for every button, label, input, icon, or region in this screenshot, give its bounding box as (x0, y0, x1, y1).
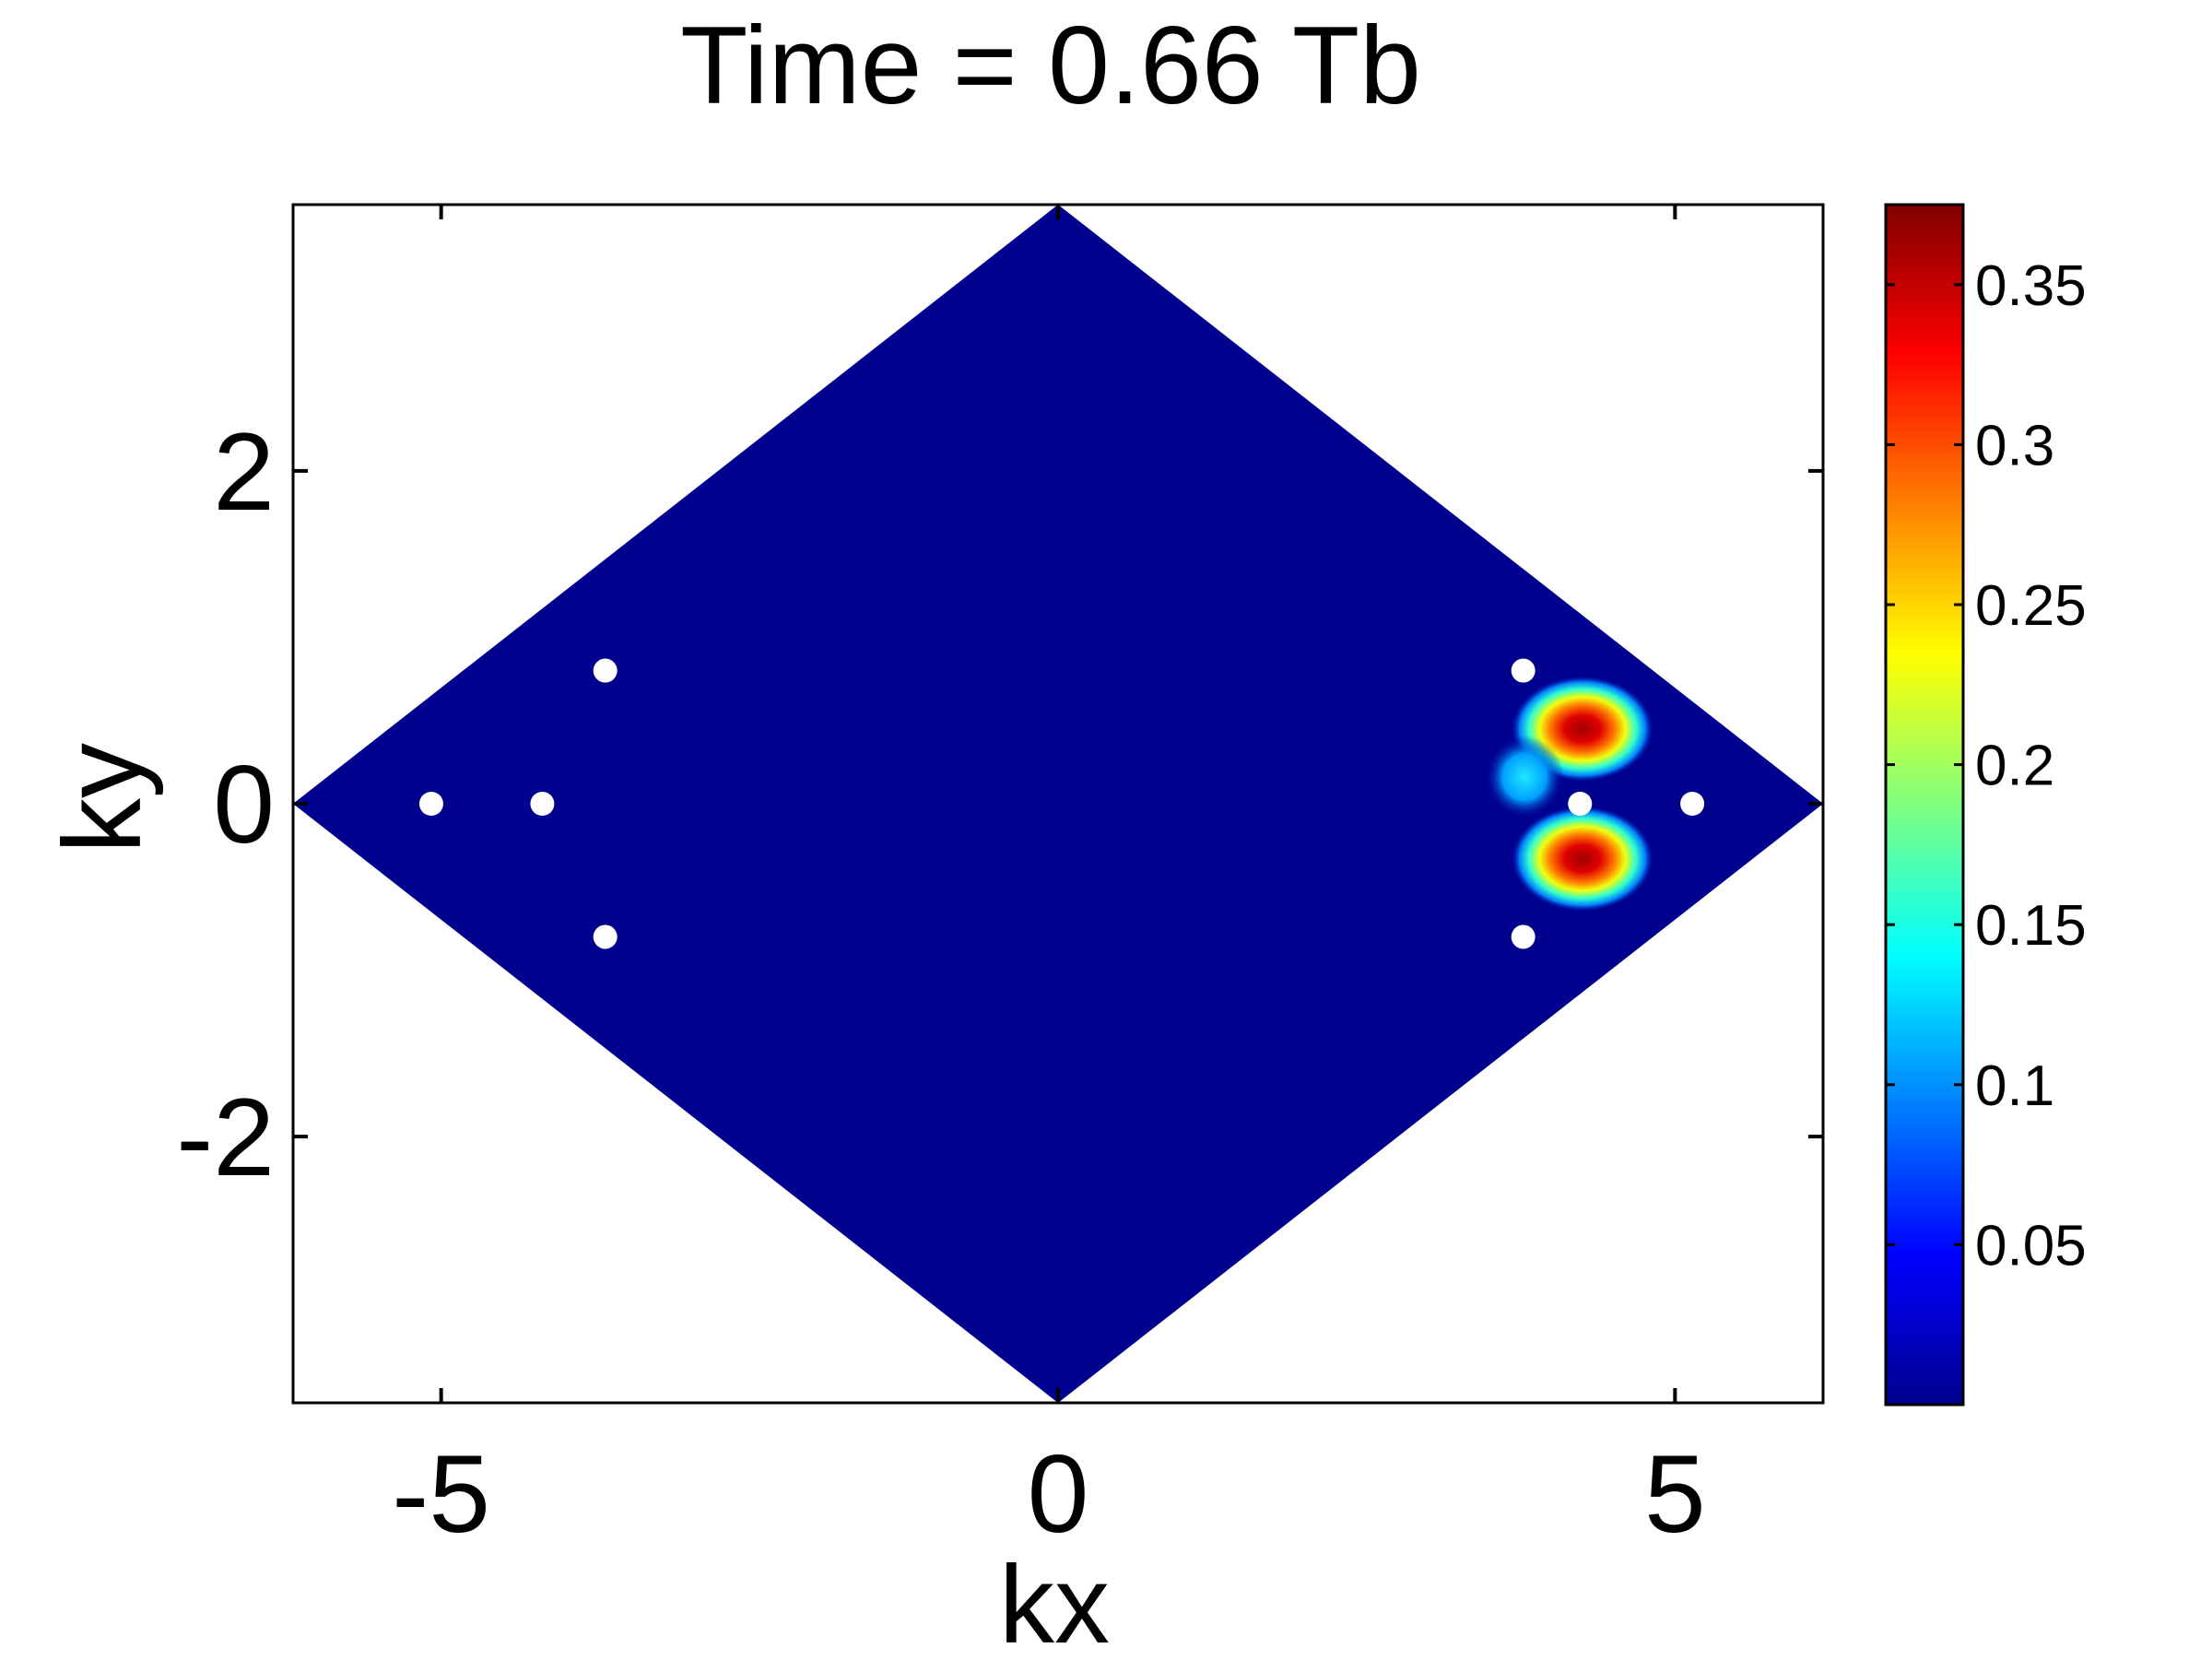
chart-title: Time = 0.66 Tb (680, 4, 1421, 127)
x-axis-label: kx (999, 1543, 1110, 1660)
colorbar-tick-label: 0.1 (1975, 1054, 2054, 1118)
colorbar-gradient (1886, 205, 1963, 1405)
colorbar-tick-label: 0.05 (1975, 1214, 2087, 1277)
marker-dot-1 (418, 792, 443, 816)
y-axis-label: ky (41, 743, 164, 854)
marker-dot-6 (1511, 924, 1535, 949)
y-tick-label: 0 (213, 743, 275, 866)
marker-dot-7 (1568, 792, 1593, 816)
x-tick-label: -5 (392, 1432, 490, 1556)
colorbar-tick-label: 0.2 (1975, 735, 2054, 798)
y-tick-label: 2 (213, 410, 275, 534)
marker-dot-3 (593, 658, 618, 683)
brillouin-zone-region (293, 205, 1823, 1403)
x-axis-ticks: -5 0 5 (392, 205, 1706, 1556)
plot-area (293, 205, 1823, 1403)
colorbar-frame (1884, 203, 1965, 1407)
marker-dot-8 (1680, 792, 1705, 816)
hotspot-3 (1485, 735, 1564, 819)
colorbar-tick-label: 0.15 (1975, 894, 2087, 958)
x-tick-label: 0 (1028, 1432, 1089, 1556)
marker-layer (418, 658, 1705, 949)
y-axis-ticks: -2 0 2 (176, 410, 1823, 1199)
marker-dot-5 (1511, 658, 1535, 683)
colorbar-ticks: 0.05 0.1 0.15 0.2 0.25 0.3 0.35 (1886, 254, 2087, 1277)
colorbar: 0.05 0.1 0.15 0.2 0.25 0.3 0.35 (1884, 203, 2087, 1407)
hotspot-2 (1511, 805, 1654, 912)
x-tick-label: 5 (1644, 1432, 1706, 1556)
hotspot-layer (1485, 675, 1654, 912)
colorbar-tick-label: 0.25 (1975, 574, 2087, 638)
colorbar-tick-label: 0.3 (1975, 414, 2054, 477)
colorbar-tick-label: 0.35 (1975, 254, 2087, 318)
y-tick-label: -2 (176, 1076, 275, 1199)
marker-dot-2 (530, 792, 555, 816)
marker-dot-4 (593, 924, 618, 949)
